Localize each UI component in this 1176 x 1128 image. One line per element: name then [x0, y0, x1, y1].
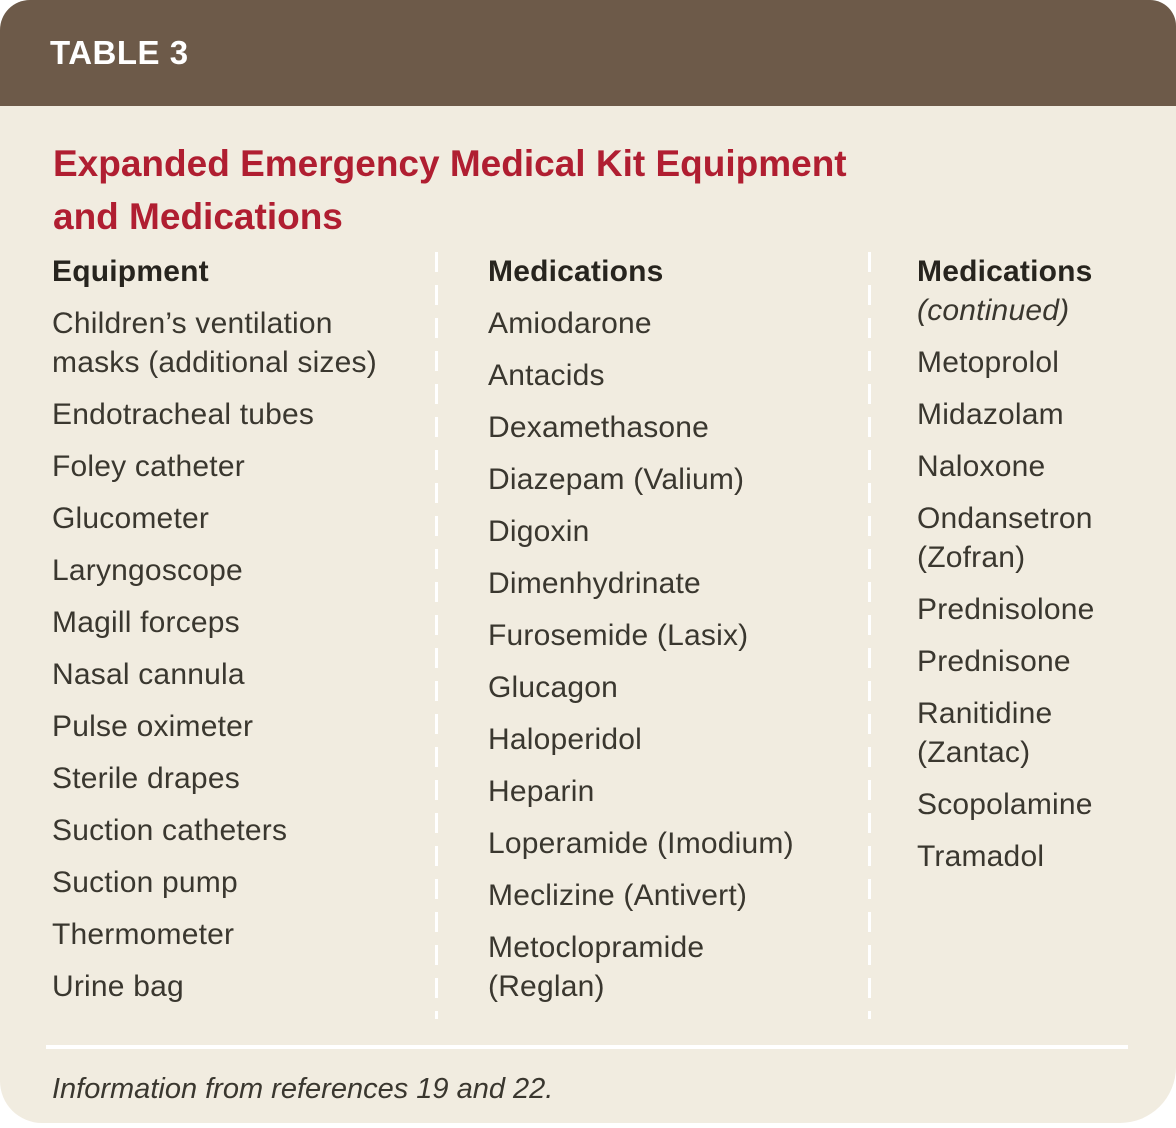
column-header-text: Medications — [917, 255, 1093, 288]
list-item: Furosemide (Lasix) — [488, 619, 749, 652]
column-equipment: Equipment Children’s ventilation masks (… — [52, 252, 435, 1019]
list-item: Prednisone — [917, 645, 1071, 678]
footnote: Information from references 19 and 22. — [52, 1073, 554, 1105]
list-item: Nasal cannula — [52, 658, 245, 691]
list-item: Pulse oximeter — [52, 710, 254, 743]
list-item: Dimenhydrinate — [488, 567, 701, 600]
list-item: Digoxin — [488, 515, 590, 548]
list-item: Endotracheal tubes — [52, 398, 315, 431]
list-item: Children’s ventilation masks (additional… — [52, 307, 377, 379]
column-header-medications: Medications — [488, 252, 818, 291]
column-header-medications-continued: Medications (continued) — [917, 252, 1136, 330]
list-item: Amiodarone — [488, 307, 652, 340]
list-item: Naloxone — [917, 450, 1046, 483]
column-medications-continued: Medications (continued) Metoprolol Midaz… — [871, 252, 1176, 1019]
footnote-divider — [46, 1045, 1128, 1049]
list-item: Meclizine (Antivert) — [488, 879, 748, 912]
list-item: Sterile drapes — [52, 762, 240, 795]
list-item: Ranitidine (Zantac) — [917, 697, 1053, 769]
medications-continued-item-list: Metoprolol Midazolam Naloxone Ondansetro… — [917, 343, 1136, 876]
list-item: Glucometer — [52, 502, 210, 535]
list-item: Diazepam (Valium) — [488, 463, 745, 496]
column-divider — [868, 252, 871, 1019]
column-divider — [435, 252, 438, 1019]
column-header-text: Equipment — [52, 255, 209, 288]
table-header-bar: TABLE 3 — [0, 0, 1176, 106]
list-item: Haloperidol — [488, 723, 642, 756]
table-number-label: TABLE 3 — [50, 34, 189, 71]
list-item: Urine bag — [52, 970, 184, 1003]
table-title: Expanded Emergency Medical Kit Equipment… — [53, 143, 847, 237]
list-item: Midazolam — [917, 398, 1064, 431]
list-item: Laryngoscope — [52, 554, 243, 587]
column-header-equipment: Equipment — [52, 252, 397, 291]
list-item: Glucagon — [488, 671, 619, 704]
list-item: Tramadol — [917, 840, 1045, 873]
list-item: Metoclopramide (Reglan) — [488, 931, 705, 1003]
medications-item-list: Amiodarone Antacids Dexamethasone Diazep… — [488, 304, 818, 1006]
list-item: Suction pump — [52, 866, 238, 899]
list-item: Magill forceps — [52, 606, 240, 639]
list-item: Prednisolone — [917, 593, 1095, 626]
list-item: Scopolamine — [917, 788, 1093, 821]
list-item: Antacids — [488, 359, 605, 392]
list-item: Ondansetron (Zofran) — [917, 502, 1093, 574]
table-columns: Equipment Children’s ventilation masks (… — [52, 252, 1176, 1019]
list-item: Dexamethasone — [488, 411, 710, 444]
column-subheader: (continued) — [917, 294, 1070, 327]
list-item: Metoprolol — [917, 346, 1060, 379]
equipment-item-list: Children’s ventilation masks (additional… — [52, 304, 397, 1006]
column-header-text: Medications — [488, 255, 664, 288]
list-item: Loperamide (Imodium) — [488, 827, 794, 860]
list-item: Foley catheter — [52, 450, 245, 483]
list-item: Suction catheters — [52, 814, 288, 847]
list-item: Thermometer — [52, 918, 235, 951]
list-item: Heparin — [488, 775, 595, 808]
column-medications: Medications Amiodarone Antacids Dexameth… — [438, 252, 868, 1019]
